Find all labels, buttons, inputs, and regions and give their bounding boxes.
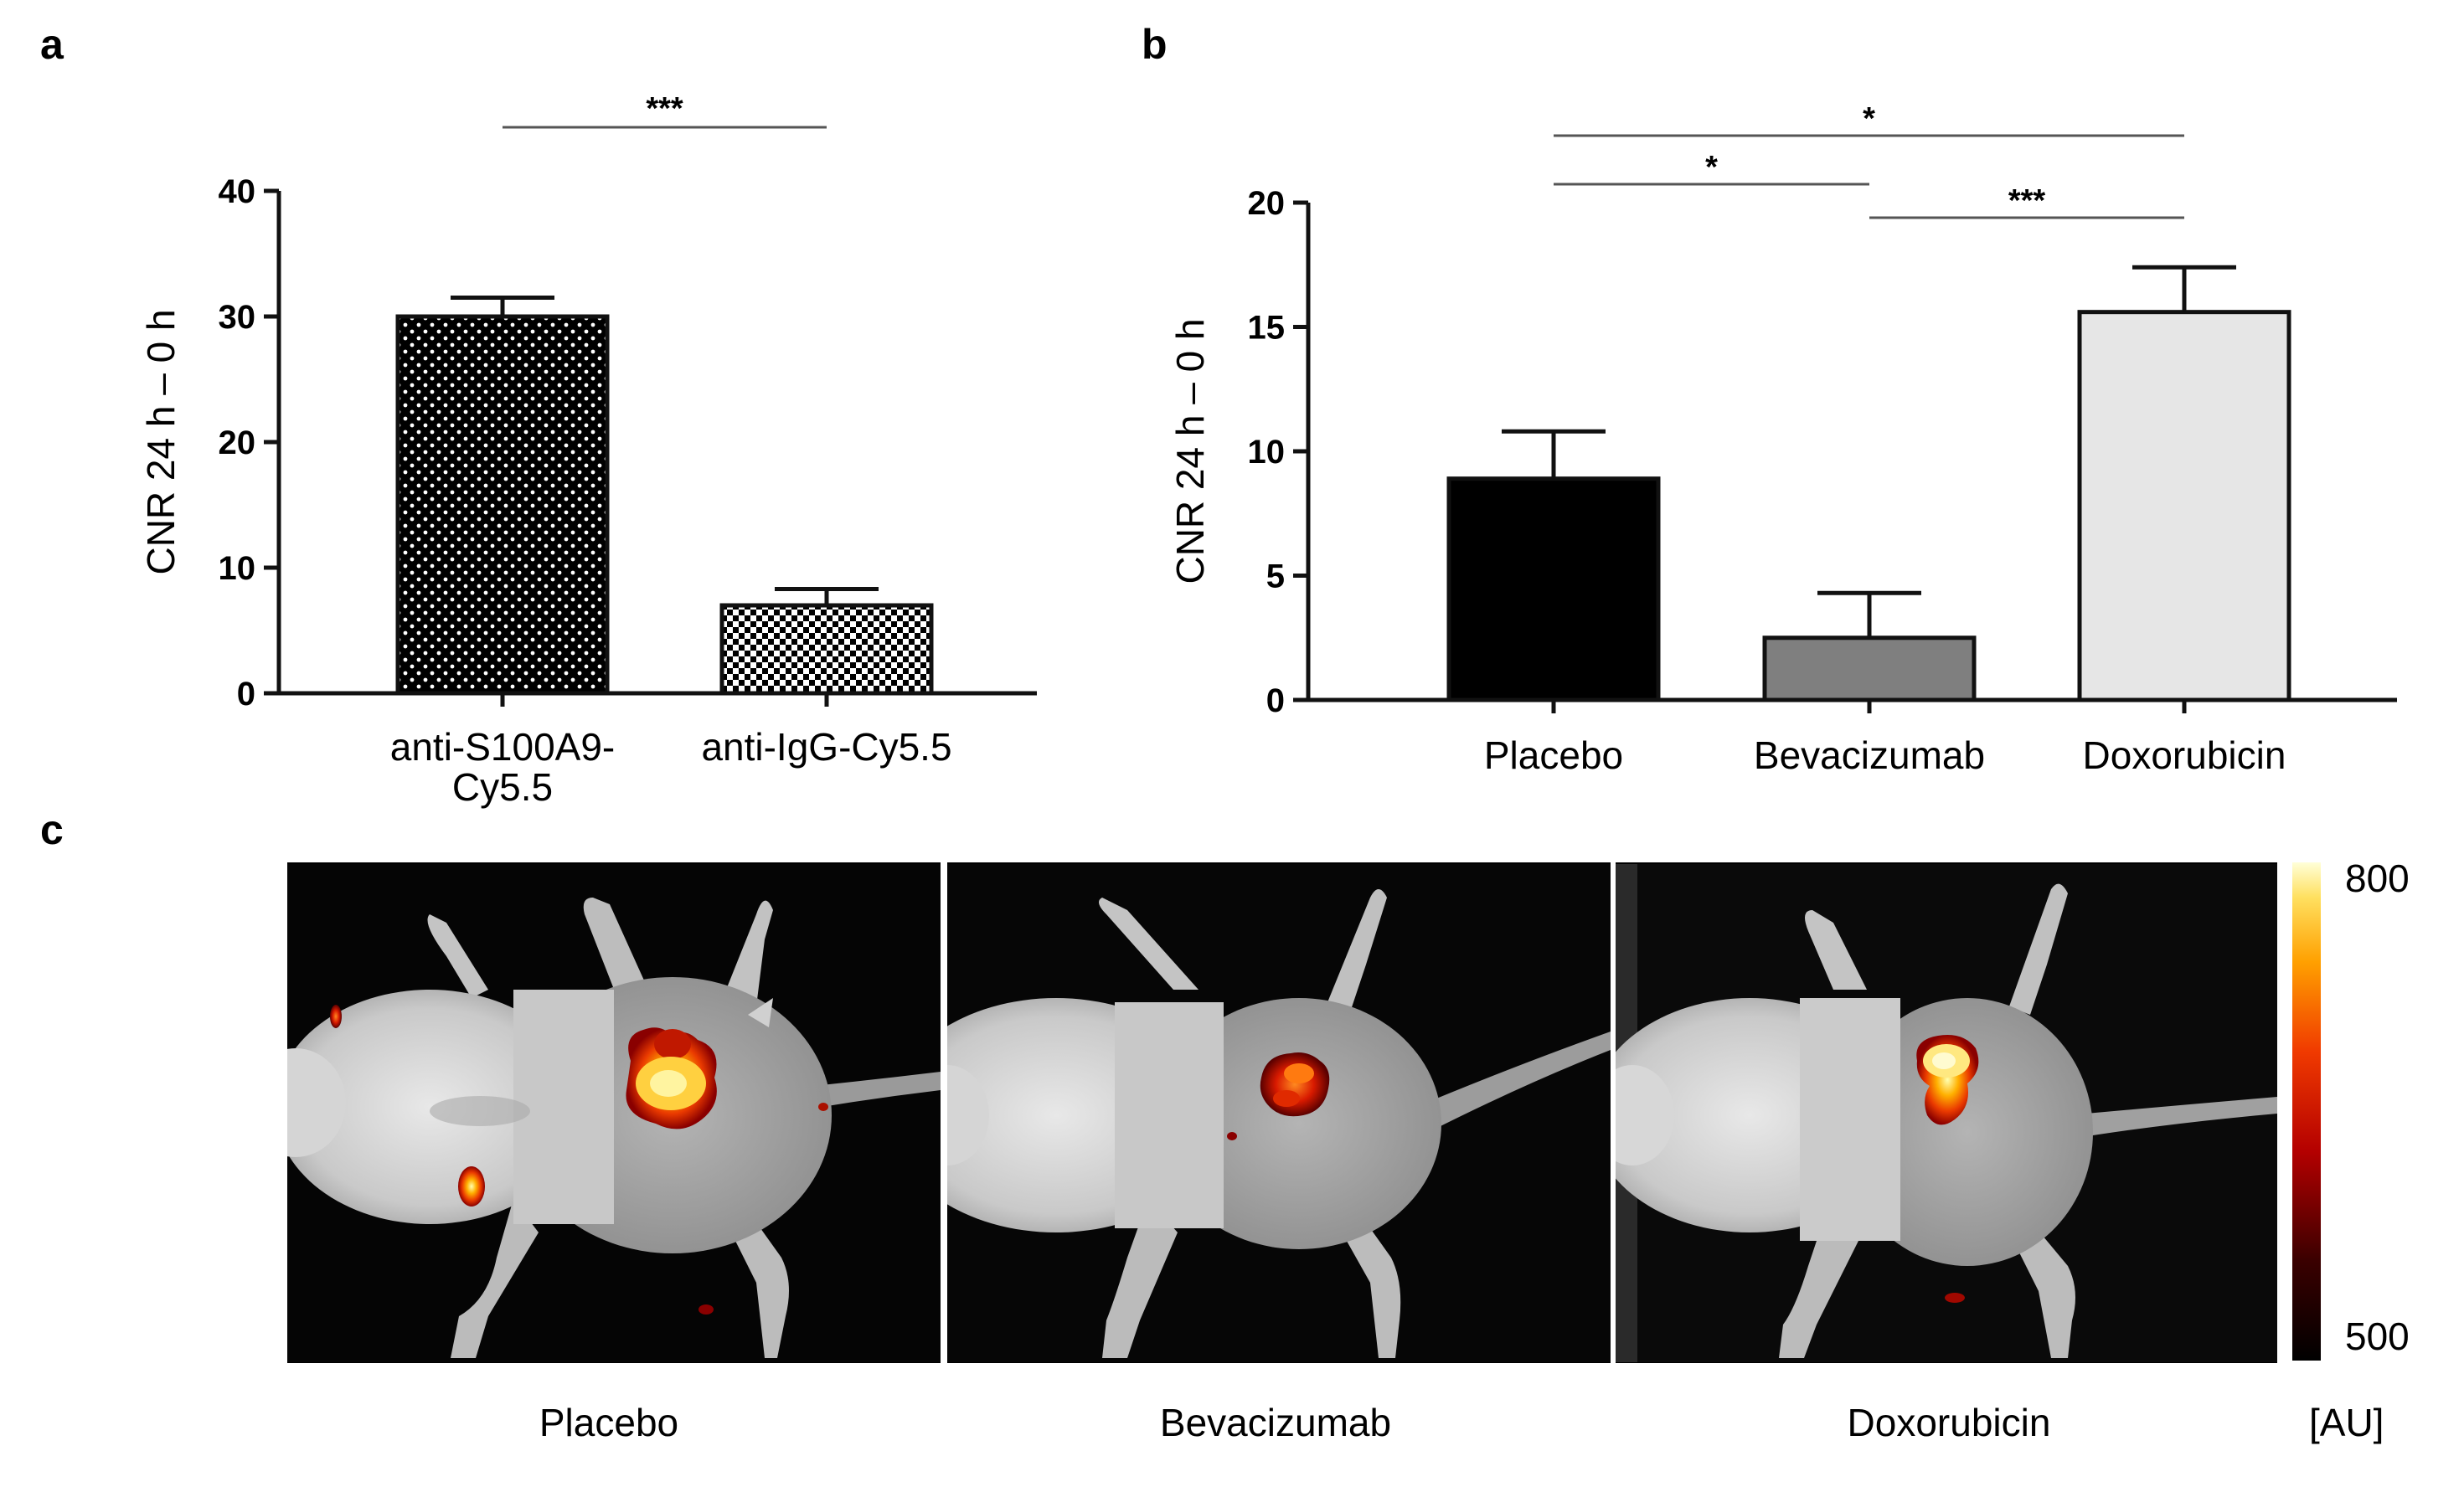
category-label: Doxorubicin [2083, 733, 2286, 777]
category-label-line: Cy5.5 [452, 765, 553, 809]
significance-label: *** [646, 91, 683, 126]
imaging-panel [287, 861, 2294, 1366]
bar [2077, 310, 2291, 702]
y-tick-label: 10 [1248, 434, 1286, 471]
significance-label: * [1705, 150, 1718, 185]
category-label: anti-IgG-Cy5.5 [701, 725, 951, 769]
imaging-right-cover [2277, 861, 2294, 1366]
image-separator [1611, 862, 1616, 1363]
y-tick-label: 10 [219, 550, 256, 587]
category-label: anti-S100A9-Cy5.5 [390, 725, 616, 809]
mouse-image-bevacizumab [947, 864, 1611, 1362]
category-label: Placebo [1484, 733, 1623, 777]
signal-spot-placebo-2 [458, 1166, 485, 1207]
significance-label: * [1863, 101, 1875, 136]
panel-letter-a: a [40, 21, 64, 68]
image-label-placebo: Placebo [539, 1401, 678, 1444]
category-label: Bevacizumab [1754, 733, 1985, 777]
colorbar-unit-label: [AU] [2309, 1401, 2384, 1444]
y-axis-label: CNR 24 h – 0 h [1168, 318, 1212, 584]
colorbar-gradient [2292, 862, 2321, 1361]
mouse-image-placebo [287, 864, 941, 1362]
y-tick-label: 0 [237, 676, 255, 713]
category-label-line: Bevacizumab [1754, 733, 1985, 777]
bar [1762, 635, 1977, 702]
y-tick-label: 0 [1266, 682, 1285, 719]
bar [395, 314, 610, 696]
y-tick-label: 15 [1248, 310, 1286, 347]
image-label-bevacizumab: Bevacizumab [1160, 1401, 1391, 1444]
y-tick-label: 20 [1248, 185, 1286, 222]
signal-tumor-bevacizumab [1260, 1052, 1330, 1117]
mouse-image-doxorubicin [1616, 864, 2277, 1362]
panel-letter-b: b [1142, 21, 1168, 68]
category-label-line: anti-S100A9- [390, 725, 616, 769]
y-tick-label: 20 [219, 424, 256, 461]
chart-a: 0 10 20 30 40 CNR 24 h – 0 h anti-S100A9-Cy5.5… [139, 91, 1037, 809]
colorbar-min-label: 500 [2345, 1315, 2410, 1358]
category-label-line: Placebo [1484, 733, 1623, 777]
category-label-line: anti-IgG-Cy5.5 [701, 725, 951, 769]
significance-label: *** [2008, 183, 2046, 219]
signal-spot-placebo-1 [330, 1005, 342, 1028]
y-tick-label: 40 [219, 173, 256, 210]
colorbar-max-label: 800 [2345, 857, 2410, 900]
category-label-line: Doxorubicin [2083, 733, 2286, 777]
chart-b: 0 5 10 15 20 CNR 24 h – 0 h Placebo Bevacizumab… [1168, 101, 2397, 777]
y-axis-label: CNR 24 h – 0 h [139, 309, 183, 574]
bar [1446, 476, 1661, 702]
colorbar: 800 500 [AU] [2292, 857, 2410, 1444]
y-tick-label: 30 [219, 299, 256, 336]
y-tick-label: 5 [1266, 558, 1285, 595]
panel-letter-c: c [40, 806, 64, 853]
image-label-doxorubicin: Doxorubicin [1848, 1401, 2051, 1444]
image-separator [941, 862, 947, 1363]
bar [719, 603, 934, 696]
